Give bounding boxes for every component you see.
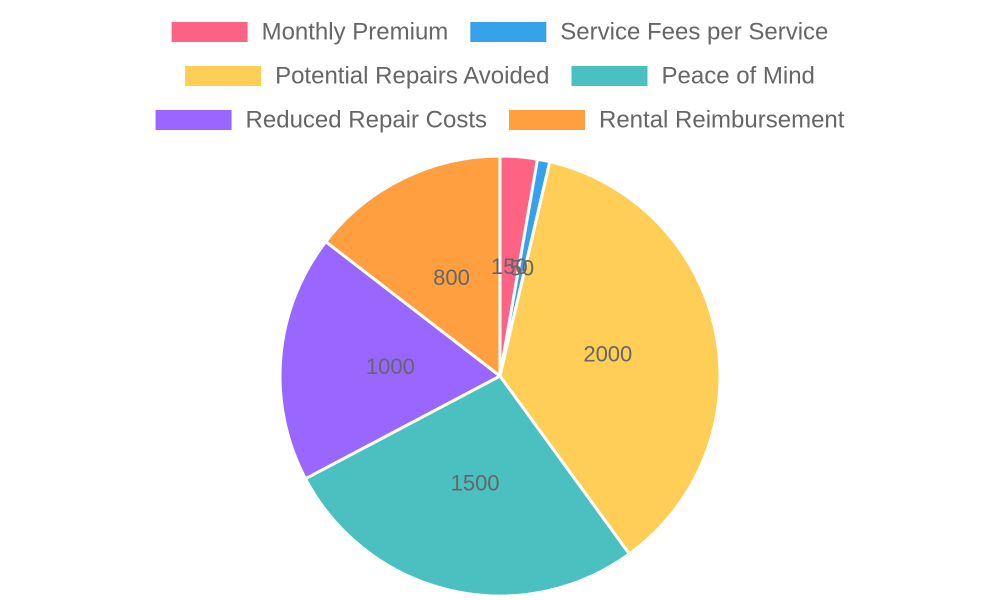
slice-value-label-monthly-premium: 150 — [491, 254, 528, 279]
legend-item-reduced-repair-costs[interactable]: Reduced Repair Costs — [155, 107, 487, 134]
slice-value-label-peace-of-mind: 1500 — [451, 471, 500, 496]
pie-slice-peace-of-mind[interactable] — [303, 374, 631, 598]
slice-value-label-rental-reimbursement: 800 — [433, 265, 470, 290]
legend-swatch-potential-repairs-avoided — [185, 66, 262, 86]
legend-swatch-monthly-premium — [171, 22, 248, 42]
pie-slices — [278, 154, 722, 598]
legend-label-peace-of-mind: Peace of Mind — [661, 63, 814, 90]
legend-swatch-service-fees-per-service — [470, 22, 547, 42]
legend-swatch-reduced-repair-costs — [155, 110, 232, 130]
legend-item-service-fees-per-service[interactable]: Service Fees per Service — [470, 19, 828, 46]
pie-slice-rental-reimbursement[interactable] — [324, 154, 502, 378]
pie-slice-potential-repairs-avoided[interactable] — [498, 160, 722, 556]
legend-swatch-rental-reimbursement — [509, 110, 586, 130]
legend-item-peace-of-mind[interactable]: Peace of Mind — [571, 63, 815, 90]
legend-item-potential-repairs-avoided[interactable]: Potential Repairs Avoided — [185, 63, 549, 90]
legend: Monthly Premium Service Fees per Service P… — [155, 19, 845, 134]
slice-value-label-service-fees-per-service: 50 — [510, 256, 534, 281]
legend-label-potential-repairs-avoided: Potential Repairs Avoided — [275, 63, 549, 90]
legend-item-rental-reimbursement[interactable]: Rental Reimbursement — [509, 107, 845, 134]
slice-value-label-reduced-repair-costs: 1000 — [366, 354, 415, 379]
slice-value-label-potential-repairs-avoided: 2000 — [583, 342, 632, 367]
pie-slice-reduced-repair-costs[interactable] — [278, 240, 502, 481]
legend-label-rental-reimbursement: Rental Reimbursement — [599, 107, 845, 134]
legend-swatch-peace-of-mind — [571, 66, 648, 86]
legend-item-monthly-premium[interactable]: Monthly Premium — [171, 19, 449, 46]
legend-label-service-fees-per-service: Service Fees per Service — [560, 19, 828, 46]
legend-label-reduced-repair-costs: Reduced Repair Costs — [246, 107, 487, 134]
legend-label-monthly-premium: Monthly Premium — [262, 19, 449, 46]
